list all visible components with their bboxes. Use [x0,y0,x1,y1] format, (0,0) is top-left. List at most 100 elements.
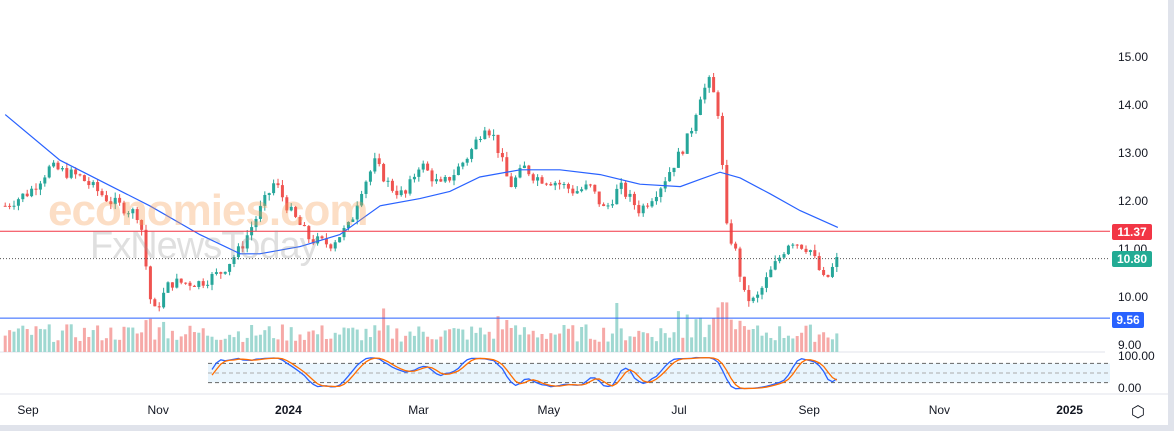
candle-body [672,167,676,173]
price-tag-support: 9.56 [1112,312,1144,328]
volume-bar [60,330,64,352]
candle-body [267,193,271,195]
volume-bar [751,328,755,352]
volume-bar [505,320,509,352]
volume-bar [606,341,610,352]
candle-body [764,277,768,288]
candle-body [566,184,570,189]
candle-body [236,246,240,258]
candle-body [751,297,755,302]
volume-bar [166,338,170,352]
volume-bar [8,330,12,352]
volume-bar [87,336,91,352]
candle-body [126,213,130,215]
candle-body [113,197,117,205]
candle-body [461,162,465,167]
volume-bar [404,335,408,352]
volume-bar [122,326,126,352]
candle-body [412,176,416,180]
volume-bar [153,339,157,352]
volume-bar [448,329,452,352]
candle-body [478,139,482,141]
volume-bar [575,341,579,352]
volume-bar [826,337,830,352]
volume-bar [619,328,623,352]
candle-body [808,250,812,252]
candle-body [52,162,56,167]
candle-body [716,92,720,116]
candle-body [241,246,245,249]
oscillator-tick-label: 100.00 [1118,349,1155,363]
candle-body [324,238,328,245]
volume-bar [342,327,346,352]
volume-bar [118,339,122,352]
x-tick-label: May [537,403,560,417]
price-tag-last: 10.80 [1112,251,1152,267]
candle-body [214,272,218,274]
volume-bar [795,336,799,352]
candle-body [223,271,227,274]
gear-icon[interactable]: ⬡ [1131,404,1145,421]
candle-body [144,229,148,267]
candle-body [514,177,518,187]
candle-body [280,185,284,198]
candle-body [786,245,790,255]
volume-bar [96,325,100,352]
volume-bar [729,319,733,352]
volume-bar [720,302,724,352]
x-tick-label: 2024 [275,403,302,417]
x-tick-label: 2025 [1056,403,1083,417]
candle-body [615,188,619,205]
volume-bar [773,340,777,352]
candle-body [773,261,777,270]
volume-bar [456,328,460,352]
candle-body [742,276,746,290]
candle-body [417,169,421,177]
volume-bar [69,324,73,352]
volume-bar [514,325,518,352]
y-tick-label: 15.00 [1118,50,1148,64]
candle-body [131,209,135,214]
candle-body [681,151,685,154]
candle-body [628,193,632,197]
candle-body [624,182,628,197]
volume-bar [333,332,337,352]
volume-bar [175,339,179,352]
moving-average-line [4,114,839,255]
candle-body [549,183,553,186]
candle-body [118,197,122,203]
volume-bar [800,332,804,352]
candle-body [597,191,601,205]
volume-bar [272,338,276,352]
candle-body [760,287,764,295]
candle-body [439,179,443,182]
candle-body [536,177,540,181]
volume-bar [30,334,34,352]
volume-bar [104,338,108,352]
volume-bar [206,335,210,352]
volume-bar [760,335,764,352]
volume-bar [553,334,557,352]
candle-body [795,244,799,246]
candle-body [452,175,456,181]
candle-body [355,205,359,220]
candle-body [219,272,223,274]
volume-bar [641,332,645,352]
candle-body [632,193,636,206]
volume-bar [650,336,654,352]
candle-body [197,281,201,287]
candle-body [663,181,667,189]
candle-body [289,206,293,211]
candle-body [386,180,390,182]
candle-body [263,194,267,206]
volume-bar [597,341,601,352]
candle-body [835,257,839,267]
x-tick-label: Sep [799,403,821,417]
volume-bar [324,338,328,352]
volume-bar [659,328,663,352]
x-tick-label: Mar [408,403,429,417]
candle-body [232,257,236,264]
candle-body [166,282,170,293]
candle-body [756,294,760,298]
